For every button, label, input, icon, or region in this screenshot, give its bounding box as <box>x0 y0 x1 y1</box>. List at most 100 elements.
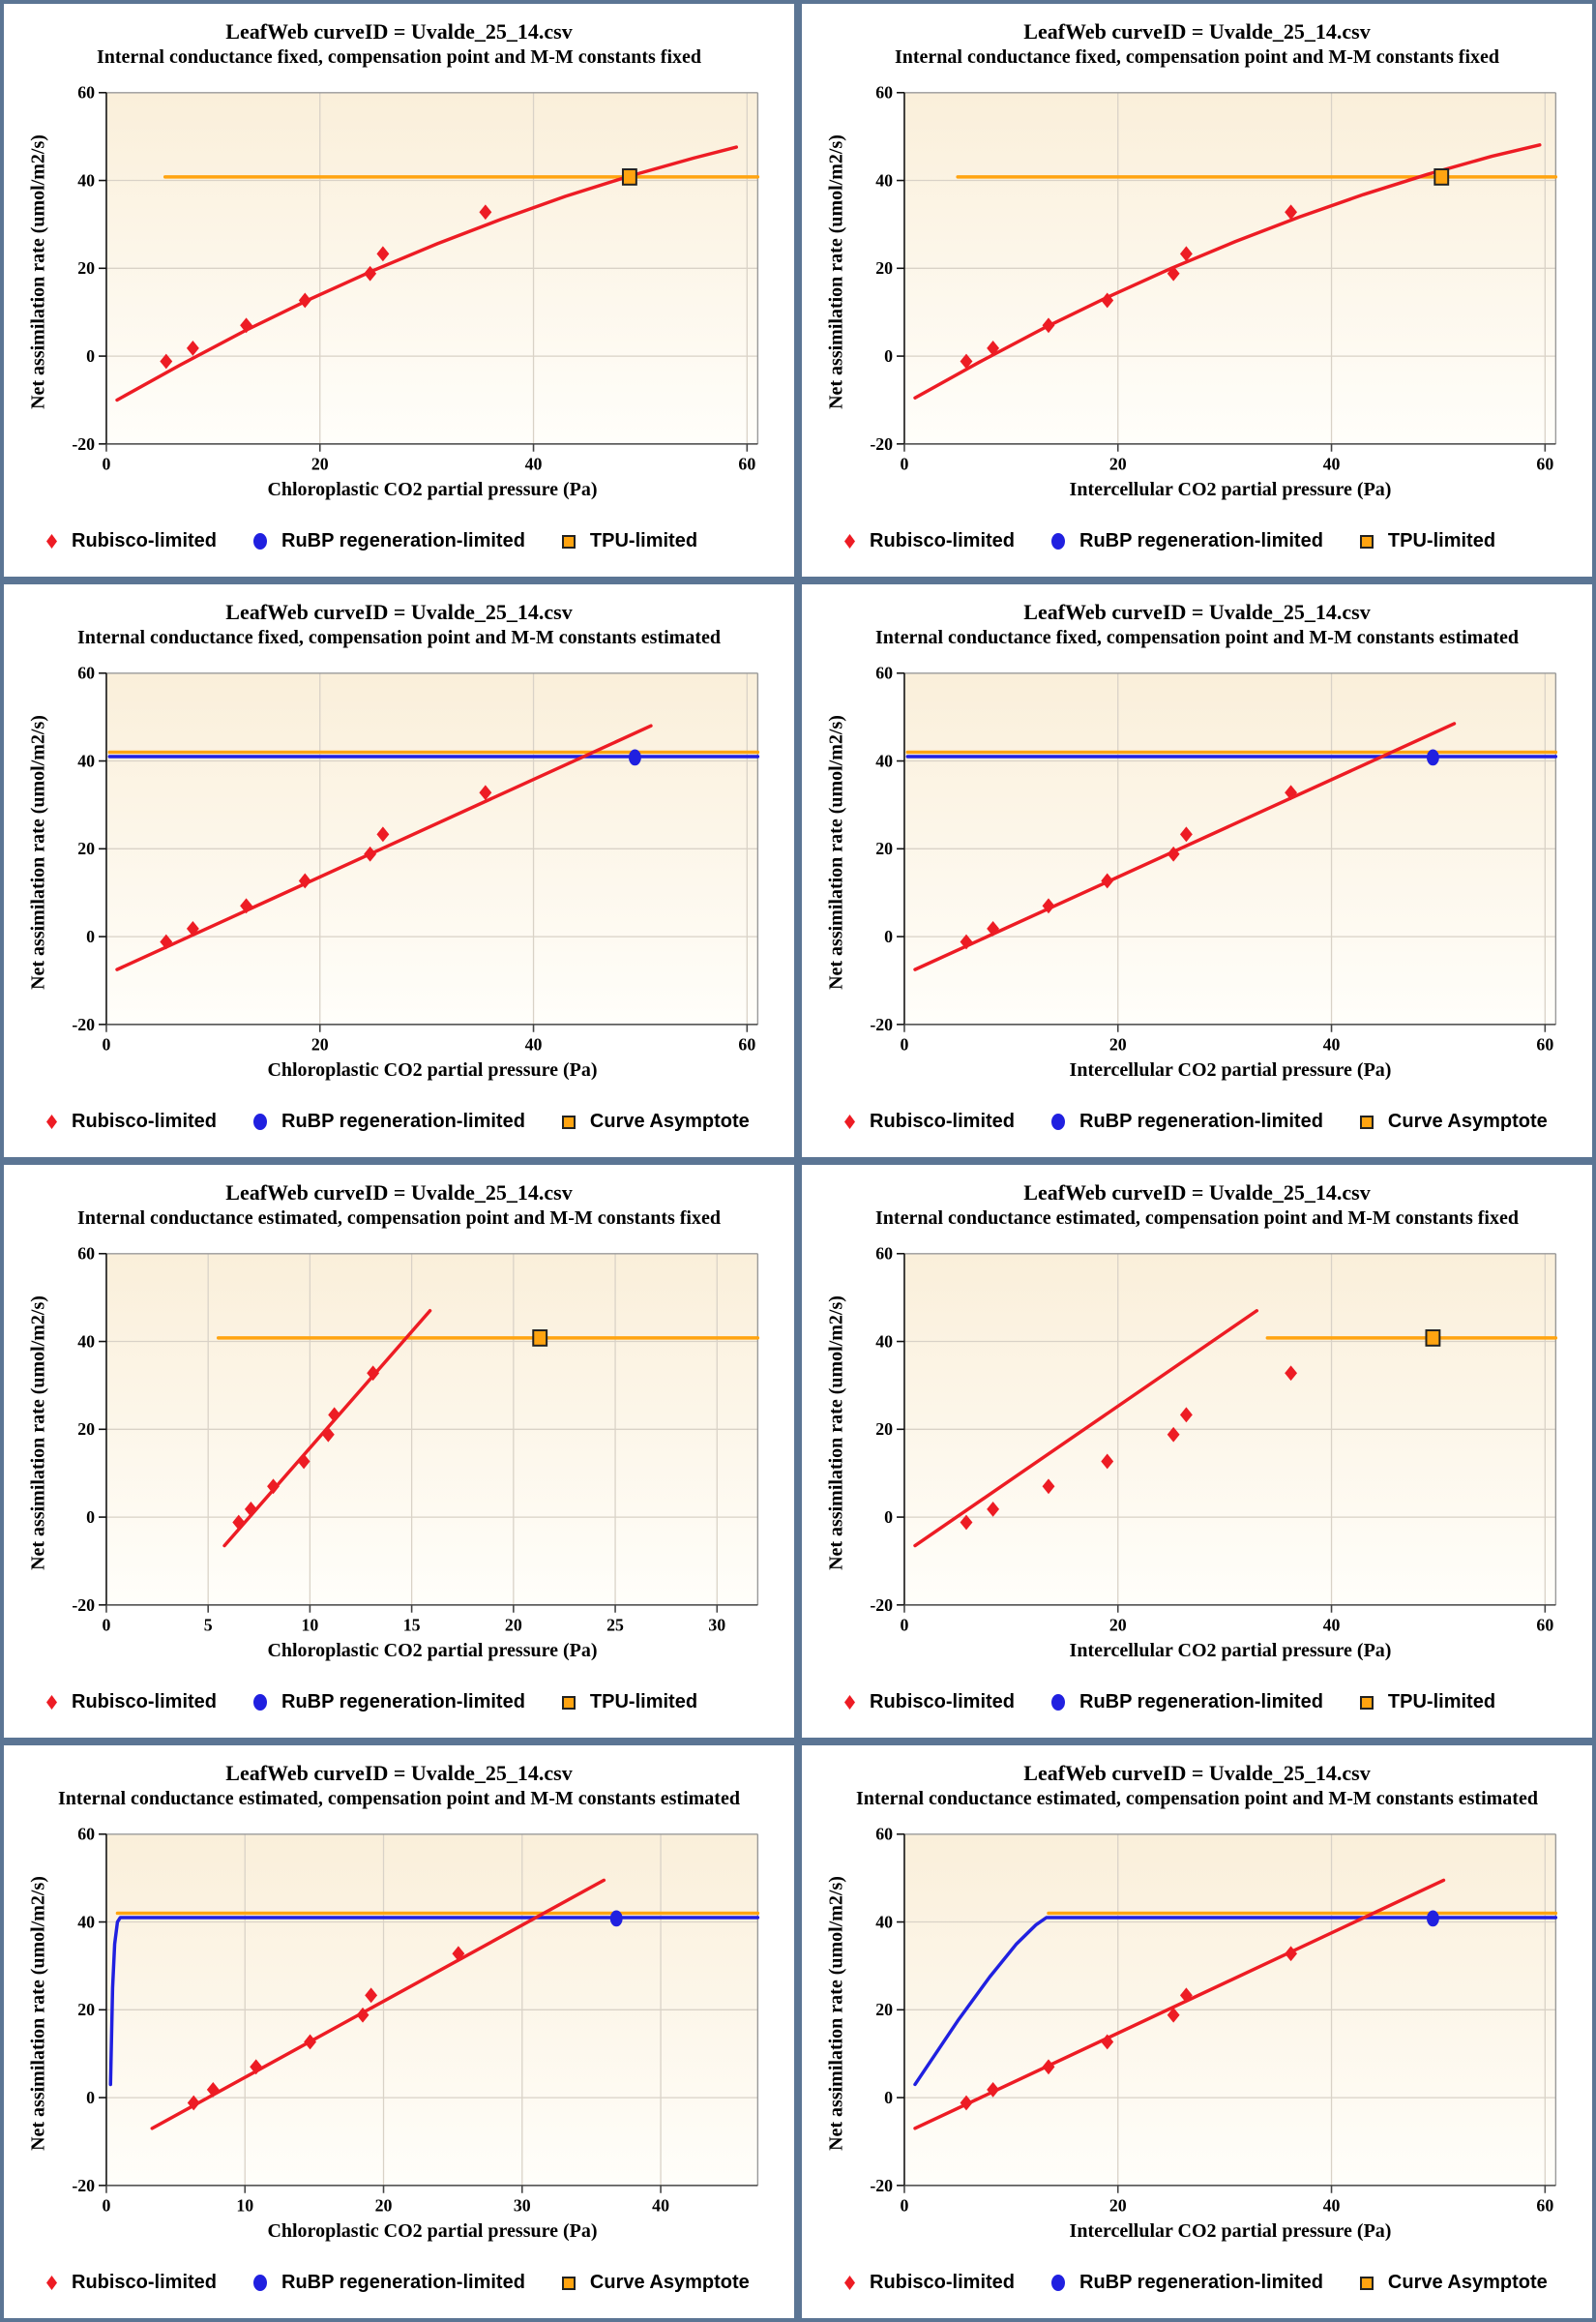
legend-label: Rubisco-limited <box>72 1111 218 1132</box>
svg-text:0: 0 <box>103 1616 111 1635</box>
svg-text:30: 30 <box>514 2196 531 2216</box>
legend-item: Rubisco-limited <box>46 530 217 552</box>
legend-label: Rubisco-limited <box>72 2272 218 2293</box>
svg-text:40: 40 <box>875 170 893 190</box>
svg-text:0: 0 <box>901 2196 909 2216</box>
legend: Rubisco-limited RuBP regeneration-limited… <box>844 1111 1548 1133</box>
panel-subtitle: Internal conductance estimated, compensa… <box>77 1207 721 1229</box>
panel-subtitle: Internal conductance estimated, compensa… <box>58 1788 740 1809</box>
svg-text:60: 60 <box>875 664 893 683</box>
legend-label: Rubisco-limited <box>72 530 218 551</box>
chart-panel-2: LeafWeb curveID = Uvalde_25_14.csv Inter… <box>798 0 1596 580</box>
legend-item: RuBP regeneration-limited <box>253 530 525 552</box>
svg-text:0: 0 <box>86 346 95 366</box>
legend-item: Rubisco-limited <box>844 1111 1015 1133</box>
svg-text:20: 20 <box>1109 1035 1127 1055</box>
svg-text:60: 60 <box>875 83 893 103</box>
panel-title: LeafWeb curveID = Uvalde_25_14.csv <box>225 1761 573 1785</box>
legend-label: Curve Asymptote <box>1387 1111 1548 1132</box>
svg-text:0: 0 <box>86 1507 95 1527</box>
legend-marker-diamond-icon <box>844 1115 855 1129</box>
legend-marker-square-icon <box>561 1695 576 1710</box>
plot-area: -20 0 20 40 60 0 20 40 60 <box>72 664 760 1054</box>
legend-label: TPU-limited <box>1387 530 1496 551</box>
legend: Rubisco-limited RuBP regeneration-limited… <box>46 2272 750 2294</box>
legend-label: Curve Asymptote <box>1387 2272 1548 2293</box>
legend-item: RuBP regeneration-limited <box>1051 530 1323 552</box>
svg-text:60: 60 <box>875 1825 893 1844</box>
chart-panel-7: LeafWeb curveID = Uvalde_25_14.csv Inter… <box>0 1742 798 2322</box>
svg-text:40: 40 <box>652 2196 669 2216</box>
svg-text:40: 40 <box>525 455 543 474</box>
panel-subtitle: Internal conductance fixed, compensation… <box>77 627 721 648</box>
legend-item: Curve Asymptote <box>561 1111 750 1133</box>
panel-title: LeafWeb curveID = Uvalde_25_14.csv <box>1023 600 1371 624</box>
legend-label: TPU-limited <box>589 1691 698 1712</box>
x-axis-label: Chloroplastic CO2 partial pressure (Pa) <box>267 1640 598 1661</box>
svg-text:0: 0 <box>901 1616 909 1635</box>
legend: Rubisco-limited RuBP regeneration-limited… <box>46 1111 750 1133</box>
panel-title: LeafWeb curveID = Uvalde_25_14.csv <box>225 600 573 624</box>
svg-text:60: 60 <box>77 1244 95 1264</box>
svg-text:0: 0 <box>901 455 909 474</box>
svg-text:30: 30 <box>708 1616 725 1635</box>
y-axis-label: Net assimilation rate (umol/m2/s) <box>27 134 49 409</box>
legend-label: Rubisco-limited <box>870 2272 1016 2293</box>
legend-marker-diamond-icon <box>46 2276 57 2290</box>
plot-area: -20 0 20 40 60 0 20 40 60 <box>870 1825 1558 2216</box>
legend-marker-diamond-icon <box>844 1695 855 1710</box>
svg-text:-20: -20 <box>870 1595 893 1615</box>
plot-area: -20 0 20 40 60 0 10 20 30 40 <box>72 1825 760 2216</box>
y-axis-label: Net assimilation rate (umol/m2/s) <box>27 1876 49 2151</box>
chart-panel-3: LeafWeb curveID = Uvalde_25_14.csv Inter… <box>0 580 798 1161</box>
legend-item: RuBP regeneration-limited <box>253 1111 525 1133</box>
legend-marker-square-icon <box>1359 1695 1374 1710</box>
svg-text:60: 60 <box>875 1244 893 1264</box>
svg-text:-20: -20 <box>870 434 893 454</box>
svg-text:10: 10 <box>236 2196 253 2216</box>
svg-text:60: 60 <box>1536 1035 1553 1055</box>
panel-subtitle: Internal conductance fixed, compensation… <box>96 46 701 68</box>
legend-label: Rubisco-limited <box>870 530 1016 551</box>
plot-area: -20 0 20 40 60 0 20 40 60 <box>870 83 1558 474</box>
legend-marker-circle-icon <box>253 2275 268 2291</box>
panel-subtitle: Internal conductance estimated, compensa… <box>875 1207 1519 1229</box>
plot-area: -20 0 20 40 60 0 20 40 60 <box>870 664 1558 1055</box>
svg-text:-20: -20 <box>72 2176 95 2195</box>
legend-marker-diamond-icon <box>46 534 57 549</box>
y-axis-label: Net assimilation rate (umol/m2/s) <box>825 715 847 990</box>
svg-text:5: 5 <box>204 1616 213 1635</box>
y-axis-label: Net assimilation rate (umol/m2/s) <box>825 1876 847 2151</box>
svg-text:40: 40 <box>875 751 893 770</box>
x-axis-label: Intercellular CO2 partial pressure (Pa) <box>1069 479 1392 500</box>
svg-text:40: 40 <box>1323 455 1341 474</box>
svg-text:40: 40 <box>77 170 95 190</box>
svg-text:20: 20 <box>1109 2196 1127 2216</box>
svg-text:60: 60 <box>77 1825 95 1844</box>
chart-panel-5: LeafWeb curveID = Uvalde_25_14.csv Inter… <box>0 1161 798 1742</box>
svg-text:40: 40 <box>1323 1035 1341 1055</box>
legend-item: Rubisco-limited <box>844 530 1015 552</box>
legend-item: Rubisco-limited <box>844 1691 1015 1713</box>
legend-marker-diamond-icon <box>844 2276 855 2290</box>
legend-label: RuBP regeneration-limited <box>281 530 525 551</box>
y-axis-label: Net assimilation rate (umol/m2/s) <box>825 134 847 409</box>
svg-text:20: 20 <box>1109 1616 1127 1635</box>
svg-text:20: 20 <box>77 2000 95 2019</box>
plot-area: -20 0 20 40 60 0 20 40 60 <box>870 1244 1558 1635</box>
legend-marker-diamond-icon <box>46 1695 57 1710</box>
svg-text:0: 0 <box>86 2088 95 2107</box>
svg-text:60: 60 <box>77 83 95 103</box>
svg-text:40: 40 <box>875 1912 893 1931</box>
legend-marker-circle-icon <box>1051 1694 1066 1711</box>
x-axis-label: Chloroplastic CO2 partial pressure (Pa) <box>267 479 598 500</box>
x-axis-label: Intercellular CO2 partial pressure (Pa) <box>1069 1640 1392 1661</box>
svg-text:10: 10 <box>301 1616 318 1635</box>
legend-marker-circle-icon <box>1051 533 1066 550</box>
legend-item: Rubisco-limited <box>46 2272 217 2294</box>
panel-subtitle: Internal conductance estimated, compensa… <box>856 1788 1538 1809</box>
legend-marker-circle-icon <box>253 1114 268 1130</box>
x-axis-label: Chloroplastic CO2 partial pressure (Pa) <box>267 1059 598 1081</box>
legend-marker-diamond-icon <box>46 1115 57 1129</box>
